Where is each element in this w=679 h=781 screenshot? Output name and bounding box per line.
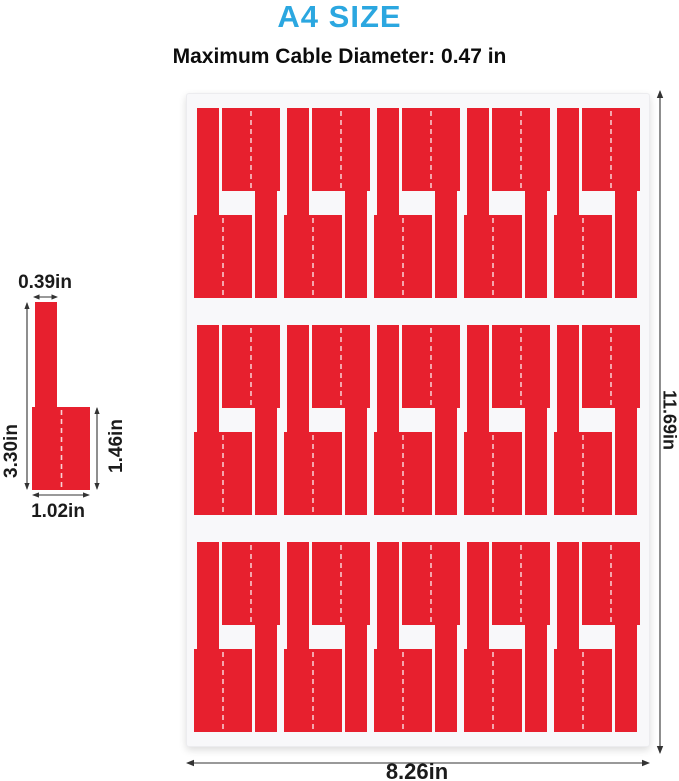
cable-label — [492, 542, 550, 732]
cable-label — [284, 108, 342, 298]
cable-label — [582, 325, 640, 515]
cable-label — [222, 325, 280, 515]
cable-label — [582, 108, 640, 298]
cable-label — [284, 542, 342, 732]
cable-label — [32, 302, 90, 490]
cable-label — [402, 542, 460, 732]
cable-label — [194, 325, 252, 515]
cable-label — [402, 325, 460, 515]
cable-label — [492, 108, 550, 298]
cable-label — [554, 108, 612, 298]
cable-label — [464, 325, 522, 515]
page-subtitle: Maximum Cable Diameter: 0.47 in — [172, 45, 507, 68]
cable-label — [582, 542, 640, 732]
flag-width-arrow — [32, 492, 90, 498]
cable-label — [554, 325, 612, 515]
dim-stem-width: 0.39in — [18, 272, 72, 293]
cable-label — [312, 325, 370, 515]
dim-flag-height: 1.46in — [106, 419, 127, 473]
cable-label — [374, 325, 432, 515]
cable-label — [374, 542, 432, 732]
cable-label — [312, 542, 370, 732]
cable-label — [464, 542, 522, 732]
dim-sheet-height: 11.69in — [659, 389, 679, 451]
cable-label — [492, 325, 550, 515]
cable-label — [194, 542, 252, 732]
dim-flag-width: 1.02in — [31, 501, 85, 522]
page-title: A4 SIZE — [277, 0, 402, 34]
sheet-width-arrow — [186, 759, 650, 767]
sheet-height-arrow — [656, 90, 664, 754]
dim-total-height: 3.30in — [1, 424, 22, 478]
single-label-shape — [32, 302, 90, 490]
cable-label — [464, 108, 522, 298]
total-height-arrow — [24, 302, 30, 490]
cable-label — [222, 108, 280, 298]
cable-label — [222, 542, 280, 732]
cable-label — [402, 108, 460, 298]
stem-width-arrow — [33, 294, 58, 300]
a4-label-sheet — [186, 93, 650, 747]
flag-height-arrow — [94, 407, 100, 490]
cable-label — [284, 325, 342, 515]
dim-sheet-width: 8.26in — [385, 759, 449, 781]
cable-label — [554, 542, 612, 732]
cable-label — [312, 108, 370, 298]
cable-label — [194, 108, 252, 298]
sheet-labels-svg — [194, 108, 640, 732]
cable-label — [374, 108, 432, 298]
